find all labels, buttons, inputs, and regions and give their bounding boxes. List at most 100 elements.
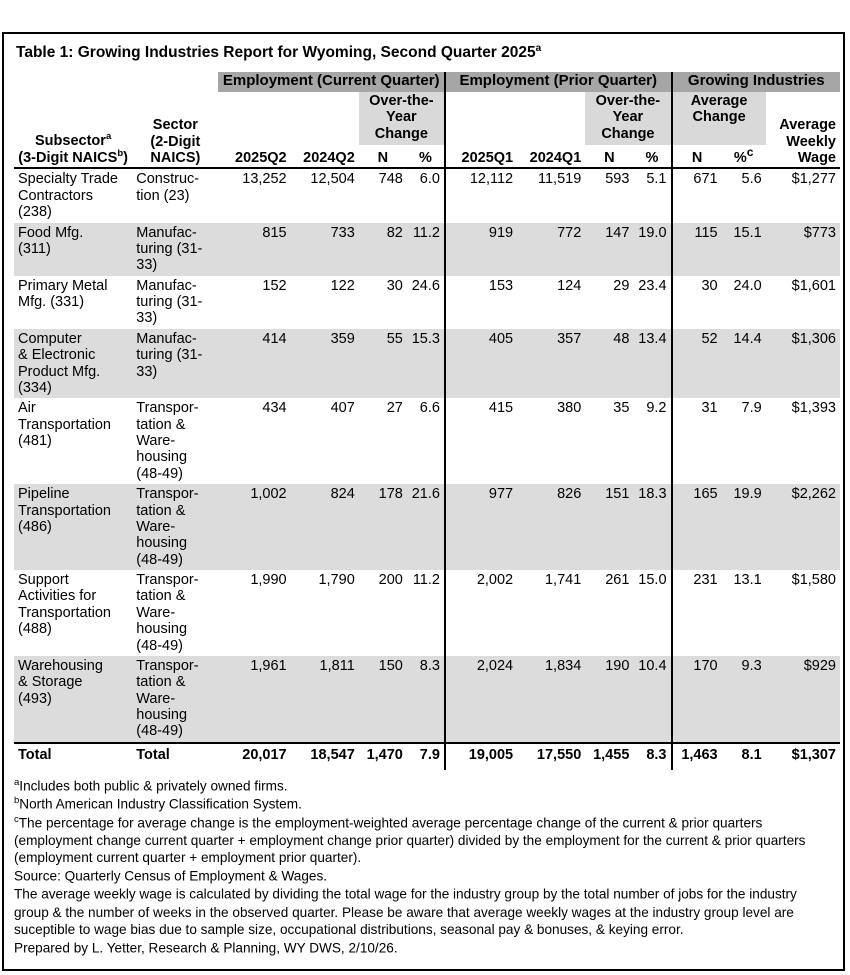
cell-2024q2: 733 [330, 224, 355, 241]
cell-n-current: 150 [378, 657, 403, 674]
cell-n-current: 178 [378, 486, 403, 503]
group-header-employment-current-quarter: Employment (Current Quarter) [218, 72, 445, 93]
column-header-sector: Sector (2-Digit NAICS) [150, 117, 201, 167]
cell-average-weekly-wage: $1,580 [791, 572, 836, 589]
subsector-header-paren: ) [123, 150, 128, 167]
cell-subsector: Total [18, 746, 52, 763]
group-header-employment-prior-quarter: Employment (Prior Quarter) [443, 72, 672, 93]
column-header-2024q2: 2024Q2 [303, 150, 355, 167]
cell-2024q2: 1,790 [318, 572, 355, 589]
cell-2025q2: 13,252 [242, 171, 287, 188]
cell-sector: Manufac- turing (31- 33) [136, 330, 203, 380]
cell-n-average: 1,463 [670, 742, 722, 771]
cell-n-prior: 151 [605, 486, 630, 503]
column-header-row: 2025Q2 2024Q2 N % 2025Q1 2024Q1 N % N %c [14, 145, 840, 169]
column-header-pct-average: %c [722, 145, 766, 168]
column-header-2025q2: 2025Q2 [235, 150, 287, 167]
cell-pct-prior: 9.2 [646, 400, 667, 417]
subgroup-header-row: Over-the-Year Change Over-the-Year Chang… [14, 92, 840, 166]
footnote-text: The average weekly wage is calculated by… [14, 886, 797, 938]
table-row: Computer & Electronic Product Mfg. (334)… [14, 328, 840, 399]
page-title-footnote-marker: a [535, 43, 542, 54]
table-body: Specialty Trade Contractors (238) Constr… [14, 168, 840, 771]
column-header-n-prior: N [604, 150, 615, 167]
cell-2024q2: 122 [330, 277, 355, 294]
cell-2024q1: 124 [557, 277, 582, 294]
cell-n-prior: 35 [613, 400, 630, 417]
cell-subsector: Food Mfg. (311) [18, 224, 84, 257]
cell-n-average: 52 [670, 328, 722, 399]
cell-subsector: Primary Metal Mfg. (331) [18, 277, 108, 311]
cell-pct-average: 15.1 [733, 224, 762, 241]
footnote-marker: b [14, 795, 20, 807]
cell-2025q2: 152 [262, 277, 287, 294]
cell-n-prior: 593 [605, 171, 630, 188]
table-row: Air Transportation (481) Transpor- tatio… [14, 398, 840, 485]
cell-average-weekly-wage: $1,307 [791, 746, 836, 763]
footnote-marker: a [14, 777, 20, 789]
page-title: Table 1: Growing Industries Report for W… [16, 43, 835, 62]
footnote-line: cThe percentage for average change is th… [14, 814, 835, 868]
report-frame: Table 1: Growing Industries Report for W… [2, 32, 845, 971]
cell-2024q2: 407 [330, 400, 355, 417]
cell-n-average: 671 [670, 168, 722, 223]
naics-footnote-marker: b [117, 148, 124, 160]
spacer-cell [443, 92, 586, 146]
subheader-prior-over-the-year-change: Over-the-Year Change [585, 92, 672, 146]
cell-pct-prior: 10.4 [638, 657, 667, 674]
subsector-header-text: Subsector [35, 132, 106, 149]
spacer-cell [218, 92, 358, 145]
cell-n-prior: 48 [613, 330, 630, 347]
cell-2024q1: 357 [557, 330, 582, 347]
cell-n-prior: 29 [613, 277, 630, 294]
table-row: Specialty Trade Contractors (238) Constr… [14, 168, 840, 223]
cell-pct-average: 13.1 [733, 572, 762, 589]
cell-n-current: 748 [378, 171, 403, 188]
cell-pct-average: 8.1 [741, 746, 762, 763]
cell-pct-current: 8.3 [419, 657, 440, 674]
column-header-average-weekly-wage: Average Weekly Wage [779, 117, 836, 167]
cell-2025q2: 1,961 [250, 657, 287, 674]
pct-average-footnote-marker: c [746, 145, 754, 160]
cell-average-weekly-wage: $1,393 [791, 400, 836, 417]
cell-2024q1: 1,741 [544, 572, 582, 589]
cell-pct-prior: 23.4 [638, 277, 667, 294]
cell-n-current: 82 [386, 224, 403, 241]
cell-pct-prior: 18.3 [638, 486, 667, 503]
footnote-line: bNorth American Industry Classification … [14, 795, 835, 813]
cell-2025q1: 153 [443, 275, 518, 329]
footnote-text: Prepared by L. Yetter, Research & Planni… [14, 940, 398, 956]
cell-pct-current: 24.6 [411, 277, 440, 294]
cell-2025q1: 12,112 [443, 168, 518, 223]
cell-pct-current: 15.3 [411, 330, 440, 347]
page-title-text: Table 1: Growing Industries Report for W… [16, 44, 536, 62]
cell-n-average: 170 [670, 655, 722, 743]
cell-pct-average: 19.9 [733, 486, 762, 503]
subheader-average-change: Average Change [670, 92, 766, 146]
cell-pct-current: 11.2 [412, 224, 440, 241]
cell-pct-prior: 13.4 [638, 330, 667, 347]
cell-subsector: Pipeline Transportation (486) [18, 486, 111, 535]
cell-2024q2: 824 [330, 486, 355, 503]
cell-sector: Construc- tion (23) [136, 171, 200, 204]
cell-2024q1: 17,550 [536, 746, 582, 763]
cell-pct-prior: 5.1 [646, 171, 667, 188]
table-row: Pipeline Transportation (486) Transpor- … [14, 484, 840, 571]
cell-subsector: Computer & Electronic Product Mfg. (334) [18, 330, 101, 396]
cell-pct-current: 6.6 [419, 400, 440, 417]
cell-n-average: 165 [670, 484, 722, 571]
cell-n-average: 30 [670, 275, 722, 329]
cell-n-prior: 261 [605, 572, 630, 589]
cell-2025q2: 20,017 [242, 746, 287, 763]
cell-average-weekly-wage: $773 [803, 224, 836, 241]
footnote-text: North American Industry Classification S… [19, 796, 302, 812]
footnote-text: The percentage for average change is the… [14, 815, 806, 866]
cell-2025q1: 2,024 [443, 655, 518, 743]
table-row: Food Mfg. (311) Manufac- turing (31- 33)… [14, 222, 840, 276]
cell-n-current: 30 [386, 277, 403, 294]
column-header-2025q1: 2025Q1 [443, 145, 518, 169]
subheader-current-over-the-year-change: Over-the-Year Change [358, 92, 445, 146]
column-header-pct-current: % [418, 150, 432, 167]
cell-pct-prior: 8.3 [646, 746, 667, 763]
footnote-line: The average weekly wage is calculated by… [14, 885, 835, 939]
